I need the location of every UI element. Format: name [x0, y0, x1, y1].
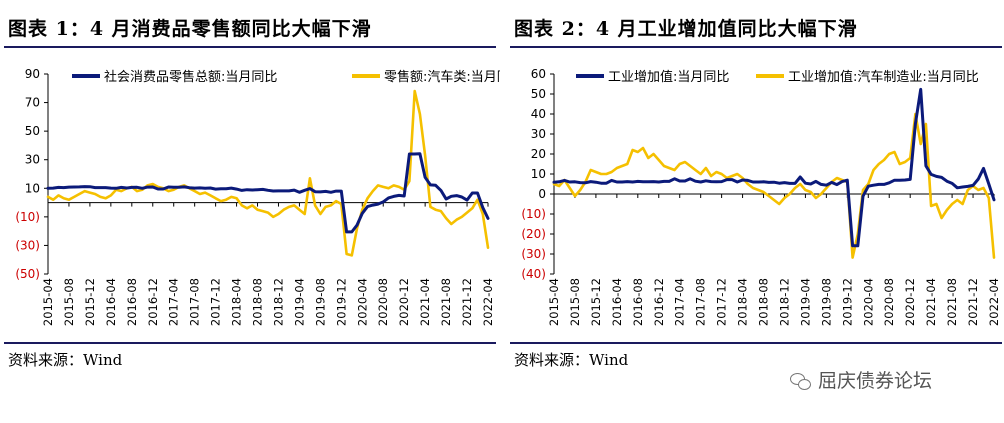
x-tick-label: 2019-12 [840, 278, 854, 326]
x-tick-label: 2016-04 [104, 278, 118, 326]
x-tick-label: 2020-08 [882, 278, 896, 326]
x-tick-label: 2016-04 [610, 278, 624, 326]
x-tick-label: 2020-12 [903, 278, 917, 326]
x-tick-label: 2018-08 [251, 278, 265, 326]
x-tick-label: 2017-04 [673, 278, 687, 326]
x-tick-label: 2016-12 [146, 278, 160, 326]
y-tick-label: (40) [521, 267, 546, 281]
x-tick-label: 2022-04 [481, 278, 495, 326]
industry-line-chart: 60 50 40 30 20 10 0 (10) (20) (30) (40)2015-04 2015… [521, 67, 1001, 326]
x-tick-label: 2019-08 [819, 278, 833, 326]
x-tick-label: 2017-12 [209, 278, 223, 326]
x-tick-label: 2015-04 [41, 278, 55, 326]
source-note: 资料来源：Wind [8, 351, 123, 369]
y-tick-label: (30) [15, 238, 40, 252]
chart-panel-industry: 图表 2：4 月工业增加值同比大幅下滑 60 50 40 30 20 10 0 (10) (20… [506, 0, 1004, 423]
source-rule [4, 342, 496, 344]
x-tick-label: 2018-08 [757, 278, 771, 326]
y-tick-label: 30 [531, 127, 546, 141]
y-tick-label: 90 [25, 67, 40, 81]
source-rule [510, 342, 1002, 344]
x-tick-label: 2019-04 [798, 278, 812, 326]
series-line-primary [46, 152, 490, 234]
y-tick-label: 10 [25, 181, 40, 195]
x-tick-label: 2020-04 [861, 278, 875, 326]
x-tick-label: 2020-12 [397, 278, 411, 326]
series-line-secondary [552, 112, 996, 259]
series-line-secondary [46, 89, 490, 257]
source-note: 资料来源：Wind [514, 351, 629, 369]
chart-title: 图表 2：4 月工业增加值同比大幅下滑 [514, 18, 858, 40]
x-tick-label: 2021-04 [924, 278, 938, 326]
x-tick-label: 2019-08 [313, 278, 327, 326]
x-tick-label: 2015-12 [589, 278, 603, 326]
x-tick-label: 2017-04 [167, 278, 181, 326]
x-tick-label: 2019-12 [334, 278, 348, 326]
x-tick-label: 2018-12 [271, 278, 285, 326]
y-tick-label: 50 [25, 124, 40, 138]
x-tick-label: 2015-08 [568, 278, 582, 326]
x-tick-label: 2018-04 [736, 278, 750, 326]
x-tick-label: 2015-08 [62, 278, 76, 326]
x-tick-label: 2020-08 [376, 278, 390, 326]
x-tick-label: 2021-04 [418, 278, 432, 326]
x-tick-label: 2015-12 [83, 278, 97, 326]
x-tick-label: 2018-12 [777, 278, 791, 326]
y-tick-label: (30) [521, 247, 546, 261]
x-tick-label: 2016-12 [652, 278, 666, 326]
y-tick-label: 60 [531, 67, 546, 81]
legend-label: 工业增加值:当月同比 [608, 69, 729, 85]
legend-label: 工业增加值:汽车制造业:当月同比 [788, 69, 979, 85]
legend-label: 零售额:汽车类:当月同比 [384, 69, 500, 85]
series-line-primary [552, 87, 996, 248]
x-tick-label: 2018-04 [230, 278, 244, 326]
x-tick-label: 2017-08 [694, 278, 708, 326]
x-tick-label: 2021-12 [966, 278, 980, 326]
y-tick-label: 0 [538, 187, 546, 201]
y-tick-label: 40 [531, 107, 546, 121]
y-tick-label: 50 [531, 87, 546, 101]
y-tick-label: 30 [25, 153, 40, 167]
x-tick-label: 2021-12 [460, 278, 474, 326]
watermark: 屈庆债券论坛 [790, 366, 932, 393]
chart-panel-retail: 图表 1：4 月消费品零售额同比大幅下滑 90 70 50 30 10 (10) (30) (… [0, 0, 500, 423]
x-tick-label: 2021-08 [439, 278, 453, 326]
y-tick-label: 20 [531, 147, 546, 161]
x-tick-label: 2016-08 [631, 278, 645, 326]
y-tick-label: (10) [521, 207, 546, 221]
x-tick-label: 2015-04 [547, 278, 561, 326]
x-tick-label: 2022-04 [987, 278, 1001, 326]
legend-label: 社会消费品零售总额:当月同比 [104, 69, 277, 85]
x-tick-label: 2017-12 [715, 278, 729, 326]
y-tick-label: 70 [25, 96, 40, 110]
title-rule [510, 46, 1002, 48]
x-tick-label: 2019-04 [292, 278, 306, 326]
x-tick-label: 2020-04 [355, 278, 369, 326]
y-tick-label: (50) [15, 267, 40, 281]
y-tick-label: (10) [15, 210, 40, 224]
retail-line-chart: 90 70 50 30 10 (10) (30) (50)2015-04 2015-08 2015… [15, 67, 500, 326]
x-tick-label: 2017-08 [188, 278, 202, 326]
chart-title: 图表 1：4 月消费品零售额同比大幅下滑 [8, 18, 372, 40]
title-rule [4, 46, 496, 48]
x-tick-label: 2021-08 [945, 278, 959, 326]
y-tick-label: (20) [521, 227, 546, 241]
x-tick-label: 2016-08 [125, 278, 139, 326]
watermark-text: 屈庆债券论坛 [818, 370, 933, 392]
wechat-icon [790, 373, 812, 390]
y-tick-label: 10 [531, 167, 546, 181]
